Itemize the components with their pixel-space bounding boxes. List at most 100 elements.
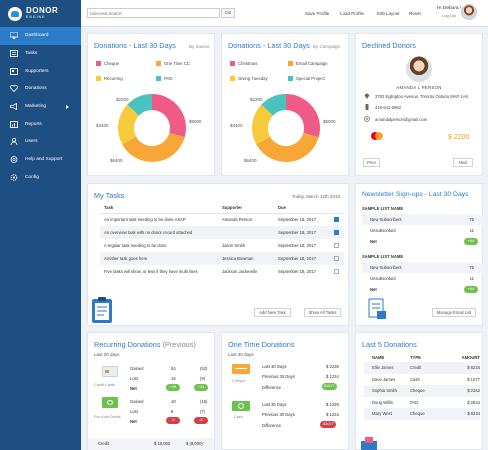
donor-name: Mary West [364, 408, 410, 420]
row-count: 10 [171, 399, 176, 404]
donor-phone: 416-541-0962 [375, 104, 402, 110]
task-checkbox[interactable] [334, 268, 339, 274]
row-label: Net [370, 287, 377, 292]
supporter-link[interactable]: Jackson Jackerelle [222, 269, 258, 274]
supporter-link[interactable]: Jason Smith [222, 243, 246, 248]
donut-slice-email-campaign[interactable] [256, 132, 319, 162]
card-title: Newsletter Sign-ups - Last 30 Days [362, 191, 469, 198]
reset-link[interactable]: Reset [409, 11, 421, 16]
donation-type: Credit [410, 362, 444, 374]
load-profile-link[interactable]: Load Profile [340, 11, 365, 16]
sidebar-item-label: Supporters [25, 68, 49, 74]
sidebar-item-config[interactable]: Config [0, 169, 81, 187]
search-input[interactable] [87, 8, 220, 18]
chart-data-label: $3400 [230, 123, 243, 128]
task-checkbox[interactable] [334, 216, 339, 222]
table-row[interactable]: An important task needing to be done ASA… [100, 213, 344, 226]
chart-data-label: $2200 [250, 97, 263, 102]
donut-slice-cheque[interactable] [152, 94, 186, 138]
table-row[interactable]: Mary West Cheque $ 6234 [364, 408, 480, 420]
column-header: TYPE [410, 354, 421, 360]
sidebar-item-reports[interactable]: Reports [0, 115, 81, 133]
row-amount: (15) [200, 399, 208, 404]
supporter-link[interactable]: Jessica Bowman [222, 252, 278, 265]
legend-item: Recurring [96, 76, 123, 81]
table-row[interactable]: An overview task with no donor record at… [100, 226, 344, 239]
table-row[interactable]: A regular task needing to be done Jason … [100, 239, 344, 252]
donut-slice-special-project[interactable] [261, 94, 286, 116]
sidebar-item-label: Tasks [25, 51, 38, 57]
net-count-badge: -4 [166, 417, 180, 424]
row-value: 11 [469, 228, 474, 233]
search-button[interactable]: Go! [221, 8, 235, 18]
next-button[interactable]: Next [453, 158, 473, 167]
column-header: Task [100, 202, 222, 214]
list-item: New Subscribers 75 [362, 214, 484, 225]
sidebar-item-help[interactable]: Help and Support [0, 151, 81, 169]
block-caption: Cash [234, 415, 243, 419]
donut-slice-recurring[interactable] [118, 104, 139, 145]
supporter-link[interactable] [222, 226, 278, 239]
legend-swatch [230, 76, 235, 81]
row-value: $ 2238 [326, 364, 339, 369]
donor-name: Sophia Smith [364, 385, 410, 397]
table-row[interactable]: Sophia Smith Cheque $ 2342 [364, 385, 480, 397]
legend-item: Christmas [230, 61, 257, 66]
row-label: Lost [130, 376, 138, 381]
sidebar-item-marketing[interactable]: Marketing [0, 98, 81, 116]
recurring-donations-card: Recurring Donations (Previous) Last 30 d… [87, 332, 215, 450]
donut-slice-giving-tuesday[interactable] [252, 104, 273, 145]
card-title-suffix: (Previous) [162, 340, 196, 349]
donut-slice-one-time-cc[interactable] [122, 132, 185, 162]
table-row[interactable]: Another task goes here Jessica Bowman Se… [100, 252, 344, 265]
row-label: Net [130, 419, 137, 424]
legend-label: Recurring [104, 76, 123, 81]
donut-slice-christmas[interactable] [286, 94, 320, 138]
sidebar-item-tasks[interactable]: Tasks [0, 45, 81, 63]
legend-item: Special Project [288, 76, 325, 81]
row-label: Difference [262, 385, 282, 390]
sidebar-item-label: Dashboard [25, 33, 49, 39]
logout-link[interactable]: Log Out [442, 13, 457, 18]
sidebar-item-dashboard[interactable]: Dashboard [0, 27, 81, 45]
sidebar-item-supporters[interactable]: Supporters [0, 62, 81, 80]
add-task-button[interactable]: Add New Task [254, 308, 291, 317]
manage-email-list-button[interactable]: Manage Email List [432, 308, 476, 317]
donut-slice-pad[interactable] [127, 94, 152, 116]
brand-sub: ENGINE [26, 15, 46, 19]
supporter-link[interactable]: Amanda Person [222, 217, 253, 223]
donut-chart [118, 94, 186, 162]
email-row: amandalperson@gmail.com [364, 116, 427, 122]
save-profile-link[interactable]: Save Profile [305, 11, 330, 16]
edit-layout-link[interactable]: Edit Layout [377, 11, 400, 16]
sidebar-item-users[interactable]: Users [0, 133, 81, 151]
card-subtitle: By Source [189, 44, 210, 49]
donor-name: Dave James [372, 376, 396, 382]
user-avatar[interactable] [461, 4, 477, 20]
card-title-text: Recurring Donations [94, 340, 161, 349]
task-checkbox[interactable] [334, 242, 339, 248]
show-all-tasks-button[interactable]: Show All Tasks [304, 308, 341, 317]
task-checkbox[interactable] [334, 229, 339, 235]
sidebar-item-donations[interactable]: Donations [0, 80, 81, 98]
table-row[interactable]: Five tasks will show, or less if they ha… [100, 265, 344, 278]
table-row[interactable]: Dave James Cash $ 1077 [364, 374, 480, 386]
table-row[interactable]: Doug Willis PAD $ 2834 [364, 397, 480, 409]
difference-badge: $1877 [322, 383, 337, 390]
due-date: September 18, 2017 [278, 243, 316, 248]
donation-type: Cheque [410, 385, 444, 397]
email-icon [364, 116, 370, 122]
legend-swatch [288, 61, 293, 66]
donation-amount: $ 6234 [444, 408, 480, 420]
table-row[interactable]: Ellie James Credit $ 6234 [364, 362, 480, 374]
prev-button[interactable]: Prev [363, 158, 380, 167]
legend-label: One Time CC [164, 61, 191, 66]
list-item: New Subscribers 75 [362, 262, 484, 273]
brand-logo[interactable]: DONOR ENGINE [0, 0, 81, 27]
donation-amount: $ 6234 [444, 362, 480, 374]
sidebar-item-label: Marketing [25, 104, 47, 110]
task-text: An overview task with no donor record at… [100, 226, 222, 239]
legend-label: Christmas [238, 61, 258, 66]
task-checkbox[interactable] [334, 255, 339, 261]
declined-donors-card: Declined Donors AMANDA L PERSON 3783 Egl… [355, 33, 483, 176]
